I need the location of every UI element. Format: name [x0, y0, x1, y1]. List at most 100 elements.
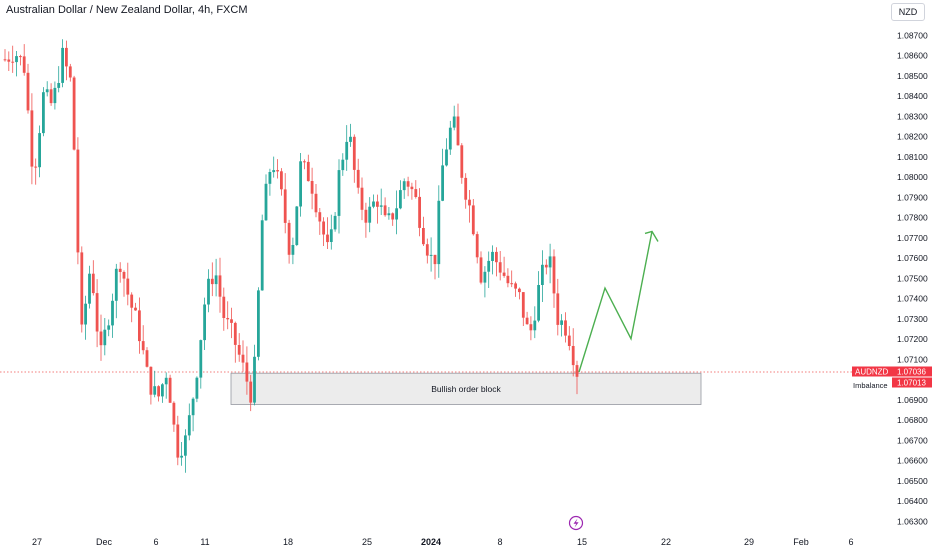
candle-body	[84, 303, 87, 325]
candle-body	[326, 234, 329, 243]
candle-body	[26, 72, 30, 111]
x-tick-label: 25	[362, 537, 372, 547]
x-tick-label: 18	[283, 537, 293, 547]
order-block-zone	[230, 372, 702, 405]
candle-body	[287, 222, 291, 255]
x-tick-label: 22	[661, 537, 671, 547]
secondary-price-value: 1.07013	[897, 379, 926, 388]
candle-body	[295, 206, 299, 245]
y-tick-label: 1.06800	[897, 415, 928, 425]
candle-body	[230, 319, 233, 323]
candle-body	[103, 329, 107, 346]
candle-body	[91, 273, 95, 294]
candle-body	[65, 47, 68, 67]
candle-body	[345, 141, 349, 160]
x-tick-label: Feb	[793, 537, 809, 547]
y-tick-label: 1.08200	[897, 132, 928, 142]
candle-body	[95, 293, 99, 332]
candle-body	[149, 366, 153, 395]
candle-body	[88, 273, 91, 304]
y-tick-label: 1.07700	[897, 233, 928, 243]
x-tick-label: 27	[32, 537, 42, 547]
candle-body	[406, 181, 410, 187]
candle-body	[199, 340, 203, 378]
candle-body	[475, 234, 479, 258]
candle-body	[387, 213, 391, 216]
candle-body	[303, 161, 306, 163]
candle-body	[495, 251, 498, 263]
candle-body	[126, 278, 130, 295]
candle-body	[134, 307, 137, 311]
candle-body	[402, 181, 406, 191]
x-tick-label: Dec	[96, 537, 113, 547]
candle-body	[164, 377, 168, 385]
candle-body	[521, 292, 525, 318]
candle-body	[368, 206, 372, 223]
candle-body	[11, 61, 15, 63]
candle-body	[533, 320, 537, 331]
y-tick-label: 1.08300	[897, 112, 928, 122]
candle-body	[299, 161, 302, 207]
candle-body	[260, 220, 264, 291]
candle-body	[253, 356, 256, 403]
candle-body	[19, 56, 22, 58]
candle-body	[414, 189, 418, 197]
candle-body	[452, 116, 456, 128]
candle-body	[99, 331, 103, 346]
candle-body	[187, 415, 191, 436]
candle-body	[544, 264, 548, 268]
candle-body	[468, 199, 471, 206]
plot-background	[0, 0, 884, 510]
symbol-badge-label: AUDNZD	[855, 368, 889, 377]
currency-button[interactable]: NZD	[891, 3, 925, 21]
candle-body	[422, 228, 425, 245]
candle-body	[491, 251, 494, 261]
x-tick-label: 15	[577, 537, 587, 547]
candle-body	[72, 77, 76, 150]
candle-body	[233, 322, 237, 345]
y-tick-label: 1.07900	[897, 193, 928, 203]
candle-body	[329, 229, 333, 242]
candle-body	[352, 136, 356, 170]
order-block-label: Bullish order block	[431, 384, 501, 394]
y-tick-label: 1.08000	[897, 172, 928, 182]
candle-body	[68, 66, 72, 78]
candle-body	[141, 341, 145, 351]
candle-body	[172, 402, 176, 425]
secondary-price-tag	[892, 377, 932, 388]
candle-body	[575, 365, 579, 377]
candle-body	[257, 290, 260, 357]
candle-body	[418, 196, 421, 228]
y-tick-label: 1.06700	[897, 436, 928, 446]
y-tick-label: 1.07800	[897, 213, 928, 223]
candle-body	[383, 205, 387, 216]
candle-body	[145, 350, 149, 367]
candle-body	[114, 268, 118, 301]
y-tick-label: 1.06400	[897, 496, 928, 506]
candle-body	[291, 245, 295, 255]
y-tick-label: 1.08700	[897, 31, 928, 41]
x-tick-label: 2024	[421, 537, 441, 547]
y-tick-label: 1.07500	[897, 274, 928, 284]
candle-body	[425, 244, 429, 256]
candle-body	[122, 272, 126, 279]
candle-body	[556, 293, 560, 325]
candle-body	[464, 177, 468, 200]
y-tick-label: 1.08400	[897, 91, 928, 101]
candle-body	[38, 133, 41, 168]
candle-body	[395, 208, 398, 220]
candle-body	[42, 92, 45, 134]
candle-body	[537, 285, 540, 321]
candle-body	[218, 275, 222, 297]
candle-body	[564, 320, 567, 336]
candle-body	[157, 386, 160, 397]
y-tick-label: 1.06900	[897, 395, 928, 405]
candle-body	[360, 187, 364, 210]
candle-body	[460, 145, 464, 178]
y-tick-label: 1.07400	[897, 294, 928, 304]
candle-body	[356, 169, 360, 188]
y-tick-label: 1.07200	[897, 334, 928, 344]
candle-body	[22, 56, 26, 73]
